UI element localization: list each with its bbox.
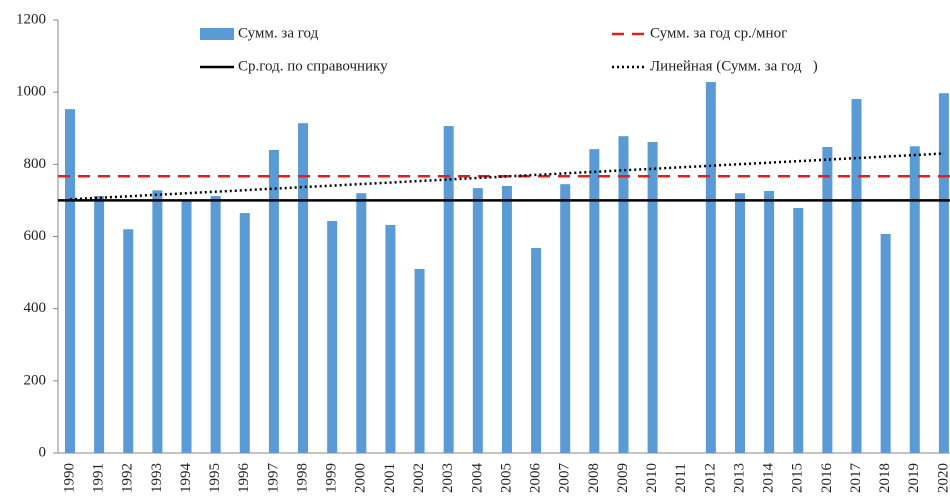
x-tick-label: 2017 xyxy=(848,463,864,494)
bar xyxy=(560,184,571,453)
x-tick-label: 1999 xyxy=(324,463,340,493)
bar xyxy=(94,196,105,453)
trend-line xyxy=(69,152,944,201)
x-tick-label: 2015 xyxy=(790,463,806,493)
y-tick-label: 1200 xyxy=(16,11,46,27)
x-tick-label: 2003 xyxy=(440,463,456,493)
y-tick-label: 1000 xyxy=(16,84,46,100)
bar xyxy=(705,82,716,454)
bar xyxy=(472,188,483,454)
x-tick-label: 2005 xyxy=(498,463,514,493)
x-tick-label: 2011 xyxy=(673,463,689,492)
legend-swatch xyxy=(200,28,234,40)
x-tick-label: 1996 xyxy=(236,463,252,494)
x-tick-label: 1995 xyxy=(207,463,223,493)
bar xyxy=(793,207,804,453)
y-tick-label: 400 xyxy=(24,300,47,316)
x-tick-label: 2007 xyxy=(557,463,573,494)
x-tick-label: 2019 xyxy=(906,463,922,493)
legend-label: Сумм. за год xyxy=(238,25,319,41)
x-tick-label: 2012 xyxy=(702,463,718,493)
bar xyxy=(327,220,338,453)
x-tick-label: 1991 xyxy=(91,463,107,493)
bar xyxy=(938,93,949,453)
x-tick-label: 2000 xyxy=(353,463,369,493)
bar xyxy=(531,248,542,453)
bar xyxy=(298,123,309,453)
legend-label: Сумм. за год ср./мног xyxy=(650,25,787,41)
bar xyxy=(618,136,629,453)
bar xyxy=(210,196,221,453)
x-tick-label: 2001 xyxy=(382,463,398,493)
y-tick-label: 200 xyxy=(24,372,47,388)
x-tick-label: 1992 xyxy=(120,463,136,493)
bar xyxy=(734,193,745,453)
bar xyxy=(589,149,600,453)
y-tick-label: 800 xyxy=(24,156,47,172)
bar xyxy=(501,185,512,453)
x-tick-label: 2016 xyxy=(819,463,835,494)
x-tick-label: 2014 xyxy=(761,463,777,494)
y-tick-label: 0 xyxy=(39,444,47,460)
bar xyxy=(152,190,163,453)
bar xyxy=(880,233,891,453)
x-tick-label: 2002 xyxy=(411,463,427,493)
bar xyxy=(268,149,279,453)
bar xyxy=(123,229,134,453)
x-tick-label: 2009 xyxy=(615,463,631,493)
bar xyxy=(822,147,833,453)
y-tick-label: 600 xyxy=(24,228,47,244)
bar xyxy=(65,109,75,454)
bar xyxy=(414,268,425,453)
bar xyxy=(909,146,920,453)
x-tick-label: 2010 xyxy=(644,463,660,493)
x-tick-label: 1998 xyxy=(294,463,310,493)
bar xyxy=(181,200,192,453)
x-tick-label: 1990 xyxy=(61,463,77,493)
x-tick-label: 1997 xyxy=(265,463,281,494)
bar xyxy=(443,126,454,454)
bar xyxy=(356,193,367,453)
bar xyxy=(851,99,862,454)
bar xyxy=(764,191,775,453)
bar xyxy=(239,213,250,453)
x-tick-label: 2006 xyxy=(528,463,544,494)
x-tick-label: 2008 xyxy=(586,463,602,493)
bar xyxy=(385,224,396,453)
x-tick-label: 2013 xyxy=(731,463,747,493)
x-tick-label: 1993 xyxy=(149,463,165,493)
legend-label: Ср.год. по справочнику xyxy=(238,58,388,74)
bar xyxy=(647,141,658,453)
legend-label: Линейная (Сумм. за год ) xyxy=(650,58,818,74)
x-tick-label: 2004 xyxy=(469,463,485,494)
x-tick-label: 1994 xyxy=(178,463,194,494)
x-tick-label: 2020 xyxy=(935,463,950,493)
x-tick-label: 2018 xyxy=(877,463,893,493)
